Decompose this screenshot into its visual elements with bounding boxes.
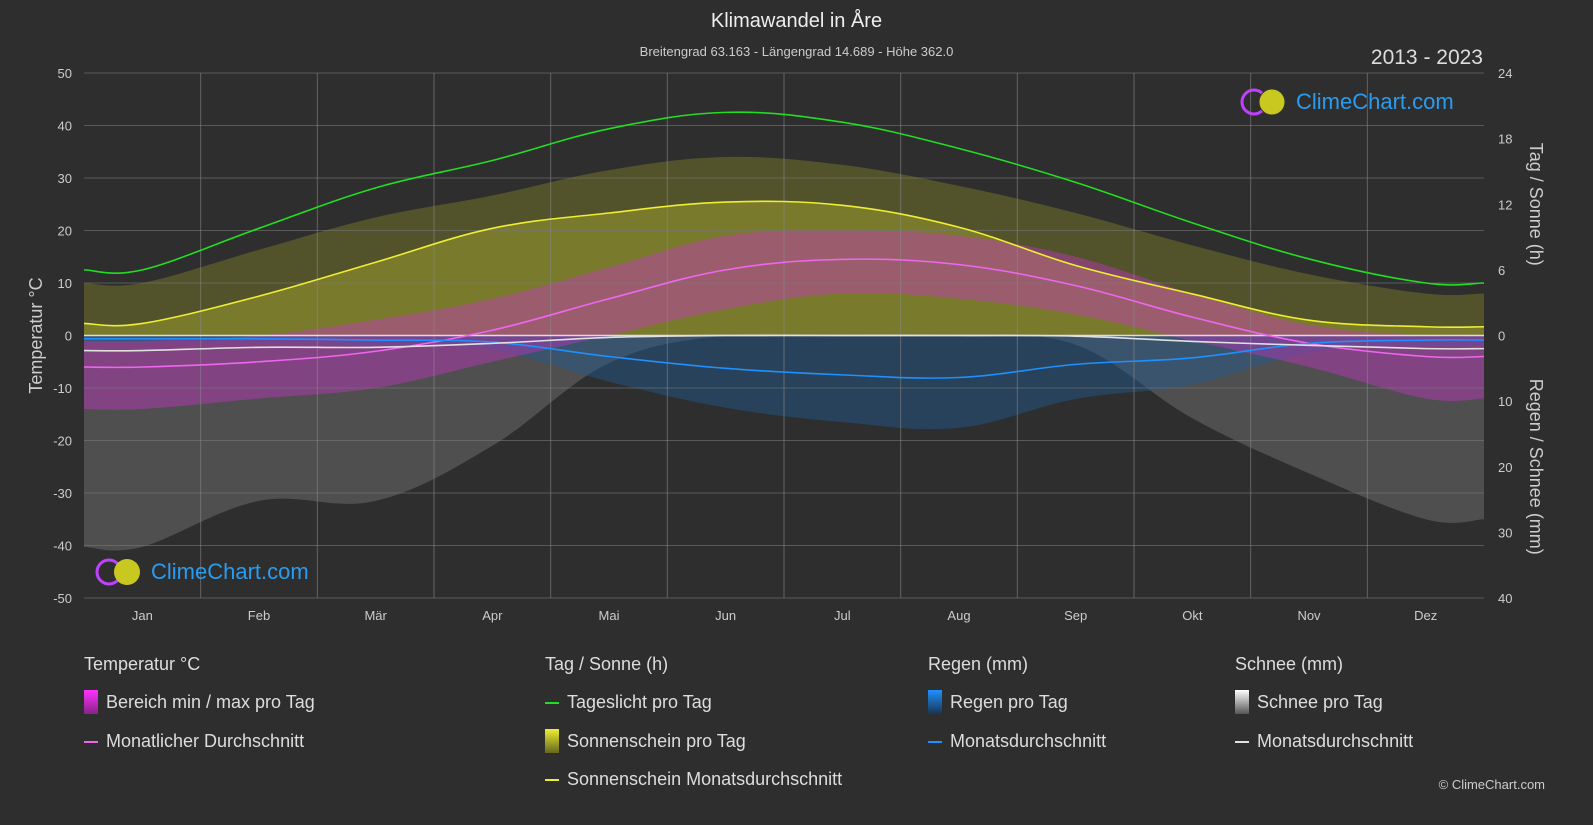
x-tick-month: Mär — [364, 608, 387, 623]
year-range: 2013 - 2023 — [1370, 46, 1483, 69]
legend-label: Monatsdurchschnitt — [1257, 731, 1414, 751]
snow-swatch — [1235, 690, 1249, 714]
snow-avg-swatch — [1235, 740, 1249, 743]
legend-daylight: Tageslicht pro Tag — [545, 692, 712, 713]
x-tick-month: Jan — [132, 608, 153, 623]
location-subtitle: Breitengrad 63.163 - Längengrad 14.689 -… — [639, 44, 954, 59]
legend-rain-day: Regen pro Tag — [928, 690, 1068, 714]
legend-label: Monatsdurchschnitt — [950, 731, 1107, 751]
legend-label: Sonnenschein Monatsdurchschnitt — [567, 769, 843, 789]
x-tick-month: Jul — [834, 608, 851, 623]
x-tick-month: Jun — [715, 608, 736, 623]
legend-rain-avg: Monatsdurchschnitt — [928, 731, 1106, 752]
legend-sun-title: Tag / Sonne (h) — [545, 654, 669, 674]
legend-label: Sonnenschein pro Tag — [567, 730, 746, 751]
x-tick-month: Feb — [248, 608, 270, 623]
logo-text: ClimeChart.com — [1296, 89, 1454, 114]
rain-avg-swatch — [928, 740, 942, 743]
x-tick-month: Aug — [947, 608, 970, 623]
legend-label: Schnee pro Tag — [1257, 691, 1383, 712]
y-axis-label-left: Temperatur °C — [26, 277, 46, 393]
y-tick-right-mm: 40 — [1498, 591, 1512, 606]
y-tick-right-mm: 20 — [1498, 460, 1512, 475]
legend-temp-title: Temperatur °C — [84, 654, 201, 674]
legend-label: Bereich min / max pro Tag — [106, 691, 315, 712]
y-tick-right-mm: 30 — [1498, 525, 1512, 540]
y-axis-label-right-bottom: Regen / Schnee (mm) — [1526, 379, 1546, 555]
y-axis-label-right-top: Tag / Sonne (h) — [1526, 143, 1546, 266]
logo-text: ClimeChart.com — [151, 559, 309, 584]
x-tick-month: Okt — [1182, 608, 1203, 623]
temp-avg-line — [83, 258, 1485, 369]
chart-svg: 50 40 30 20 10 0 -10 -20 -30 -40 -50 24 18 12 6 0 10 20 30… — [26, 66, 1546, 623]
y-tick-left: 20 — [58, 224, 72, 239]
y-tick-left: 50 — [58, 66, 72, 81]
legend-snow-day: Schnee pro Tag — [1235, 690, 1383, 714]
y-tick-right-hours: 0 — [1498, 329, 1505, 344]
x-tick-month: Dez — [1414, 608, 1437, 623]
y-tick-left: -40 — [53, 539, 72, 554]
y-tick-left: -10 — [53, 381, 72, 396]
legend-temp-range: Bereich min / max pro Tag — [84, 690, 315, 714]
climechart-logo-icon — [95, 558, 140, 586]
rain-avg-line — [84, 337, 1485, 379]
legend-snow-avg: Monatsdurchschnitt — [1235, 731, 1413, 752]
y-tick-right-mm: 10 — [1498, 394, 1512, 409]
daylight-line — [83, 111, 1485, 286]
y-tick-right-hours: 18 — [1498, 132, 1512, 147]
legend-label: Regen pro Tag — [950, 691, 1068, 712]
legend-sunshine: Sonnenschein pro Tag — [545, 729, 746, 753]
legend-label: Tageslicht pro Tag — [567, 692, 712, 712]
snow-avg-line — [83, 334, 1485, 352]
y-tick-right-hours: 12 — [1498, 197, 1512, 212]
y-tick-left: 40 — [58, 119, 72, 134]
temp-avg-swatch — [84, 740, 98, 743]
legend-sun-avg: Sonnenschein Monatsdurchschnitt — [545, 769, 842, 790]
y-tick-left: 10 — [58, 276, 72, 291]
y-tick-left: -50 — [53, 591, 72, 606]
page-title: Klimawandel in Åre — [710, 10, 883, 32]
y-tick-left: 30 — [58, 171, 72, 186]
sunshine-avg-line — [83, 200, 1485, 329]
x-tick-month: Apr — [482, 608, 503, 623]
y-tick-right-hours: 6 — [1498, 263, 1505, 278]
y-tick-left: -30 — [53, 486, 72, 501]
y-tick-left: -20 — [53, 434, 72, 449]
copyright: © ClimeChart.com — [1438, 777, 1545, 792]
temp-range-swatch — [84, 690, 98, 714]
y-tick-left: 0 — [65, 329, 72, 344]
logo-top[interactable]: ClimeChart.com — [1240, 86, 1454, 118]
x-tick-month: Nov — [1297, 608, 1321, 623]
legend-temp-avg: Monatlicher Durchschnitt — [84, 731, 304, 752]
x-tick-month: Mai — [599, 608, 620, 623]
y-tick-right-hours: 24 — [1498, 66, 1512, 81]
sunshine-swatch — [545, 729, 559, 753]
sun-avg-swatch — [545, 778, 559, 781]
legend-snow-title: Schnee (mm) — [1235, 654, 1344, 674]
logo-bottom[interactable]: ClimeChart.com — [95, 556, 309, 588]
rain-swatch — [928, 690, 942, 714]
daylight-swatch — [545, 701, 559, 704]
climechart-logo-icon — [1240, 88, 1286, 116]
x-tick-month: Sep — [1064, 608, 1087, 623]
legend-label: Monatlicher Durchschnitt — [106, 731, 305, 751]
legend-rain-title: Regen (mm) — [928, 654, 1029, 674]
